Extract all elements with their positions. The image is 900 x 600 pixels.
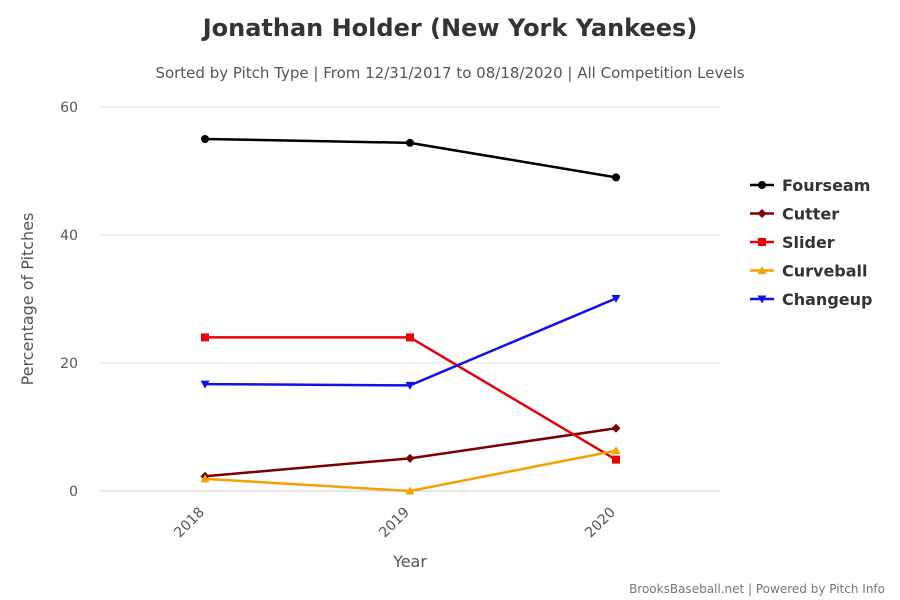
x-axis-title: Year — [392, 552, 427, 571]
legend-marker-slider — [758, 238, 766, 246]
legend-marker-fourseam — [758, 181, 766, 189]
y-tick-label: 40 — [60, 228, 78, 244]
legend-label-fourseam: Fourseam — [782, 176, 870, 195]
legend-item-changeup[interactable]: Changeup — [750, 290, 872, 309]
series-line-cutter — [204, 427, 617, 478]
x-tick-label: 2018 — [171, 505, 208, 542]
gridlines — [100, 106, 720, 492]
legend-label-changeup: Changeup — [782, 290, 872, 309]
legend-label-cutter: Cutter — [782, 205, 839, 224]
data-point-fourseam — [612, 173, 620, 182]
data-point-slider — [612, 455, 620, 464]
legend-marker-curveball — [757, 266, 767, 274]
data-point-curveball — [200, 474, 210, 483]
data-point-slider — [201, 333, 209, 342]
legend-item-fourseam[interactable]: Fourseam — [750, 176, 870, 195]
series-curveball — [200, 446, 621, 495]
series-line-slider — [205, 336, 617, 461]
data-point-changeup — [200, 380, 210, 389]
y-tick-label: 20 — [60, 356, 78, 372]
legend-item-cutter[interactable]: Cutter — [750, 205, 839, 224]
data-point-changeup — [405, 381, 415, 390]
series-fourseam — [201, 135, 620, 182]
chart-subtitle: Sorted by Pitch Type | From 12/31/2017 t… — [155, 64, 744, 82]
series-cutter — [200, 423, 621, 481]
y-tick-label: 0 — [69, 484, 78, 500]
data-point-cutter — [405, 453, 415, 463]
legend-item-curveball[interactable]: Curveball — [750, 262, 868, 281]
legend: Fourseam Cutter Slider Curveball Changeup — [750, 176, 872, 309]
series-slider — [201, 333, 620, 464]
data-point-curveball — [405, 486, 415, 495]
data-point-changeup — [611, 294, 621, 303]
data-point-slider — [406, 333, 414, 342]
data-point-cutter — [611, 423, 621, 433]
legend-marker-cutter — [757, 209, 767, 218]
chart-title: Jonathan Holder (New York Yankees) — [201, 14, 698, 42]
y-axis-ticks: 0 20 40 60 — [60, 100, 78, 500]
legend-marker-changeup — [757, 295, 767, 304]
data-point-fourseam — [201, 135, 209, 143]
legend-label-curveball: Curveball — [782, 262, 868, 281]
x-axis-ticks: 2018 2019 2020 — [171, 505, 619, 542]
x-tick-label: 2019 — [376, 505, 413, 542]
legend-label-slider: Slider — [782, 233, 835, 252]
data-point-fourseam — [406, 138, 414, 147]
y-tick-label: 60 — [60, 100, 78, 116]
x-tick-label: 2020 — [582, 505, 619, 542]
legend-item-slider[interactable]: Slider — [750, 233, 835, 252]
series-lines — [200, 135, 621, 495]
chart-credit: BrooksBaseball.net | Powered by Pitch In… — [629, 582, 885, 596]
series-changeup — [200, 294, 621, 390]
y-axis-title: Percentage of Pitches — [18, 213, 37, 386]
data-point-curveball — [611, 446, 621, 455]
series-line-changeup — [204, 297, 617, 387]
